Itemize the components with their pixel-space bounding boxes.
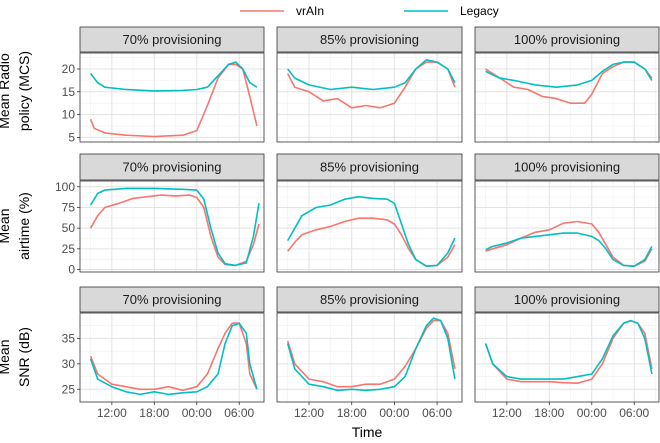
facet-strip-label: 70% provisioning <box>122 292 221 307</box>
facet-strip <box>79 26 265 53</box>
y-tick-label: 0 <box>68 263 75 277</box>
panel-border <box>276 52 463 143</box>
facet-strip-label: 85% provisioning <box>320 160 419 175</box>
panel-background <box>80 313 264 402</box>
facet-strip <box>276 286 463 313</box>
panel: 85% provisioning <box>276 153 463 273</box>
facet-strip-label: 70% provisioning <box>122 160 221 175</box>
y-tick-label: 100 <box>55 180 75 194</box>
y-tick-label: 35 <box>62 331 76 345</box>
panel-background <box>277 313 462 402</box>
facet-strip <box>474 286 660 313</box>
series-line-legacy <box>89 61 258 92</box>
x-tick-label: 06:00 <box>224 406 254 420</box>
series-line-legacy <box>485 232 653 267</box>
y-axis-title-line: Mean <box>0 208 12 243</box>
panel: 70% provisioning 0 25 50 75 100 <box>55 153 265 277</box>
legend-label-legacy: Legacy <box>460 4 499 18</box>
panel: 100% provisioning <box>474 26 660 143</box>
panel-background <box>277 181 462 272</box>
panel: 70% provisioning 5 10 15 20 <box>62 26 265 144</box>
x-tick-label: 18:00 <box>139 406 169 420</box>
x-tick-label: 06:00 <box>619 406 649 420</box>
facet-strip-label: 100% provisioning <box>514 292 620 307</box>
y-tick-label: 30 <box>62 357 76 371</box>
x-tick-label: 12:00 <box>492 406 522 420</box>
y-axis-title-line: policy (MCS) <box>16 51 32 131</box>
series-line-legacy <box>286 317 456 392</box>
panel: 100% provisioning 12:00 18:00 00:00 06:00 <box>474 286 660 420</box>
y-tick-label: 5 <box>68 130 75 144</box>
panel-border <box>474 52 660 143</box>
series-line-vrain <box>286 319 456 388</box>
legend-label-vrain: vrAIn <box>296 4 324 18</box>
y-axis-titles: Mean Radio policy (MCS) Mean airtime (%) Mea… <box>0 51 32 387</box>
y-tick-label: 15 <box>62 85 76 99</box>
series-line-legacy <box>484 319 653 380</box>
panel-background <box>475 313 659 402</box>
x-tick-label: 18:00 <box>337 406 367 420</box>
y-axis-title-line: Mean <box>0 339 12 374</box>
series-line-legacy <box>287 59 456 91</box>
panel: 85% provisioning 12:00 18:00 00:00 06:00 <box>276 286 463 420</box>
facet-strip <box>79 153 265 181</box>
facet-strip <box>276 153 463 181</box>
y-tick-label: 25 <box>62 382 76 396</box>
facet-strip <box>474 26 660 53</box>
y-axis-title-line: SNR (dB) <box>16 327 32 387</box>
x-tick-label: 12:00 <box>97 406 127 420</box>
panel-border <box>79 52 265 143</box>
facet-strip-label: 85% provisioning <box>320 32 419 47</box>
panel-background <box>475 53 659 142</box>
panel-border <box>79 312 265 403</box>
y-tick-label: 10 <box>62 108 76 122</box>
panel-background <box>80 53 264 142</box>
y-axis-title-line: Mean Radio <box>0 53 12 129</box>
legend: vrAIn Legacy <box>240 4 499 18</box>
y-tick-label: 20 <box>62 62 76 76</box>
panel-background <box>277 53 462 142</box>
x-tick-label: 06:00 <box>422 406 452 420</box>
series-line-legacy <box>485 61 653 88</box>
x-tick-label: 00:00 <box>182 406 212 420</box>
series-line-legacy <box>89 322 258 396</box>
x-axis-title: Time <box>352 424 383 440</box>
facet-strip <box>79 286 265 313</box>
x-tick-label: 00:00 <box>577 406 607 420</box>
facet-strip-label: 100% provisioning <box>514 160 620 175</box>
facet-strip-label: 85% provisioning <box>320 292 419 307</box>
y-tick-label: 25 <box>62 242 76 256</box>
panel: 70% provisioning 25 30 35 12:00 18:00 00:00 06:… <box>62 286 265 420</box>
panel: 85% provisioning <box>276 26 463 143</box>
panels: 70% provisioning 5 10 15 20 85% provisioning 1… <box>55 26 660 420</box>
panel-background <box>475 181 659 272</box>
facet-strip <box>276 26 463 53</box>
y-tick-label: 75 <box>62 200 76 214</box>
x-tick-label: 00:00 <box>379 406 409 420</box>
panel-background <box>80 181 264 272</box>
x-tick-label: 12:00 <box>294 406 324 420</box>
y-axis-title-line: airtime (%) <box>16 192 32 260</box>
series-line-legacy <box>287 195 456 267</box>
panel-border <box>276 180 463 273</box>
panel-border <box>474 312 660 403</box>
panel-border <box>276 312 463 403</box>
x-tick-label: 18:00 <box>534 406 564 420</box>
y-tick-label: 50 <box>62 221 76 235</box>
facet-strip <box>474 153 660 181</box>
series-line-vrain <box>89 322 258 392</box>
panel-border <box>79 180 265 273</box>
series-line-legacy <box>89 187 260 267</box>
panel: 100% provisioning <box>474 153 660 273</box>
facet-strip-label: 70% provisioning <box>122 32 221 47</box>
facet-strip-label: 100% provisioning <box>514 32 620 47</box>
panel-border <box>474 180 660 273</box>
